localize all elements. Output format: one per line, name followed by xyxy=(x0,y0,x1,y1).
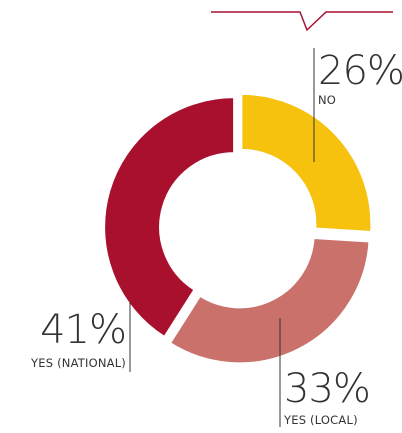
slice-no xyxy=(240,92,373,234)
data-label-yes-local-category: YES (LOCAL) xyxy=(283,413,358,427)
data-label-yes-local-value: 33% xyxy=(284,366,370,412)
data-label-yes-national-value: 41% xyxy=(40,307,126,353)
slices-group xyxy=(103,92,373,365)
slice-yes-national xyxy=(103,96,236,339)
callout-decoration xyxy=(211,11,393,32)
slice-yes-local xyxy=(168,236,371,365)
data-label-no-value: 26% xyxy=(318,48,402,94)
data-label-yes-national-category: YES (NATIONAL) xyxy=(30,356,126,370)
data-label-no-category: NO xyxy=(318,93,336,107)
